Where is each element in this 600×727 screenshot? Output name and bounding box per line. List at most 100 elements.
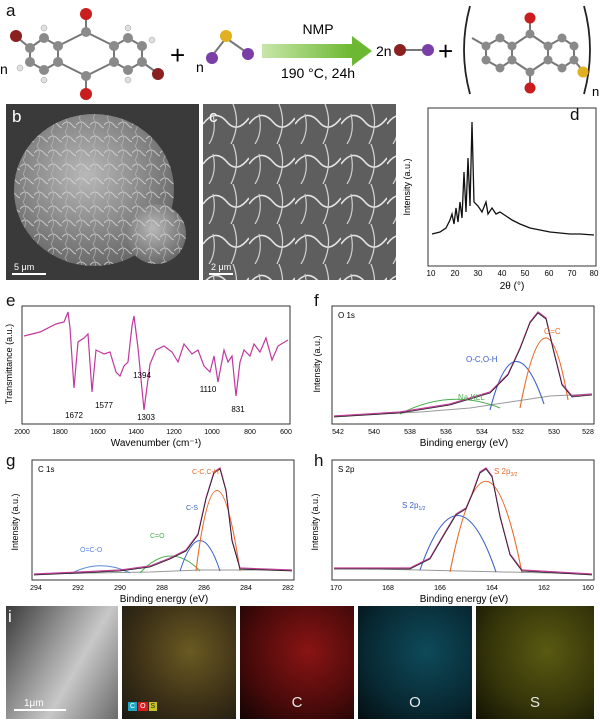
xps-c1s-svg: C 1s O=C-O C=O C-S C-C,C-H Intensity (a.…: [10, 459, 295, 605]
xps-c1s-xlabel: Binding energy (eV): [120, 594, 208, 605]
xps-o1s-xtick-534: 534: [476, 429, 488, 436]
ftir-xtick-1800: 1800: [52, 429, 68, 436]
xps-c1s-xtick-284: 284: [240, 585, 252, 592]
xrd-svg: Intensity (a.u.) 10 20 30 40 50 60 70 80…: [402, 107, 599, 292]
ftir-xtick-1400: 1400: [128, 429, 144, 436]
eds-map-label-c: C: [291, 694, 303, 711]
panel-g-xps-c1s-chart: g C 1s O=C-O C=O C-S C-C,C-H Intensity (…: [0, 450, 300, 606]
xps-o1s-xtick-528: 528: [582, 429, 594, 436]
xrd-xtick-80: 80: [590, 269, 599, 278]
eds-map-carbon: C: [240, 606, 354, 719]
eds-map-oxygen: O: [358, 606, 472, 719]
reaction-arrow: [262, 36, 372, 66]
coef-n2: n: [196, 59, 204, 75]
dichloroanthraquinone-molecule: [10, 8, 164, 100]
sodium-chloride-molecule: [394, 44, 434, 56]
panel-e-ftir-chart: e Transmittance (a.u.) 1672 1577 1394 13…: [0, 292, 300, 450]
xps-s2p-title: S 2p: [338, 465, 355, 474]
xps-o1s-svg: O 1s Na KLL O-C,O-H O=C Intensity (a.u.)…: [312, 305, 595, 449]
xps-c1s-cc-peak: [195, 489, 241, 572]
xps-s2p-frame: [331, 459, 595, 581]
plus-sign-1: +: [170, 40, 185, 70]
panel-i-eds-maps: i: [0, 600, 600, 727]
eds-map-label-o: O: [409, 694, 421, 711]
xps-o1s-xtick-538: 538: [404, 429, 416, 436]
ftir-peak-1577: 1577: [95, 401, 113, 410]
xps-o1s-label-nakll: Na KLL: [458, 393, 485, 402]
ftir-xtick-600: 600: [280, 429, 292, 436]
xps-c1s-xtick-282: 282: [282, 585, 294, 592]
xps-s2p-envelope: [334, 467, 593, 575]
panel-a-reaction-scheme: a: [0, 0, 600, 100]
xps-o1s-label-oeqc: O=C: [544, 327, 561, 336]
coef-n1: n: [0, 61, 8, 77]
sodium-sulfide-molecule: [206, 30, 254, 64]
panel-h-xps-s2p-chart: h S 2p S 2p1/2 S 2p3/2 Intensity (a.u.) …: [300, 450, 600, 606]
xps-c1s-xtick-292: 292: [72, 585, 84, 592]
ftir-xtick-2000: 2000: [14, 429, 30, 436]
xrd-xtick-30: 30: [474, 269, 483, 278]
xps-s2p-s12-peak: [419, 514, 497, 573]
xps-s2p-ylabel: Intensity (a.u.): [310, 493, 320, 550]
ftir-xtick-1200: 1200: [166, 429, 182, 436]
nanosheet-texture: [203, 104, 396, 280]
panel-label-e: e: [6, 291, 16, 310]
eds-legend-s: S: [148, 702, 158, 711]
eds-map-label-s: S: [529, 694, 540, 711]
panel-d-xrd-chart: d Intensity (a.u.) 10 20 30 40 50 60 70 …: [400, 102, 600, 292]
xps-s2p-svg: S 2p S 2p1/2 S 2p3/2 Intensity (a.u.) 17…: [310, 459, 595, 605]
xps-c1s-title: C 1s: [38, 465, 54, 474]
eds-overlay-map: C O S: [122, 606, 236, 719]
xps-c1s-frame: [31, 459, 295, 581]
xps-o1s-oeqc-peak: [519, 337, 569, 409]
xps-s2p-xtick-170: 170: [330, 585, 342, 592]
xps-o1s-oc-peak: [489, 360, 545, 411]
plus-sign-2: +: [438, 36, 453, 66]
xps-c1s-envelope: [33, 467, 293, 575]
xps-c1s-label-ceqo: C=O: [150, 533, 165, 540]
xrd-ylabel: Intensity (a.u.): [402, 158, 412, 215]
panel-c-sem-image: c 2 μm: [203, 104, 396, 280]
xps-s2p-xtick-162: 162: [538, 585, 550, 592]
ftir-xtick-1000: 1000: [204, 429, 220, 436]
xps-s2p-xlabel: Binding energy (eV): [420, 594, 508, 605]
xps-c1s-label-cc: C-C,C-H: [192, 469, 219, 476]
xps-s2p-raw-data: [334, 468, 593, 576]
ftir-peak-1672: 1672: [65, 411, 83, 420]
xps-c1s-label-cs: C-S: [186, 505, 198, 512]
xps-s2p-xtick-166: 166: [434, 585, 446, 592]
xps-s2p-xtick-164: 164: [486, 585, 498, 592]
xps-o1s-title: O 1s: [338, 311, 355, 320]
panel-label-b: b: [12, 107, 22, 126]
polymer-repeat-unit: [463, 5, 591, 95]
ftir-svg: Transmittance (a.u.) 1672 1577 1394 1303…: [4, 305, 292, 449]
xrd-xtick-40: 40: [498, 269, 507, 278]
eds-tem-image: 1μm: [6, 606, 118, 719]
arrow-top-text: NMP: [302, 21, 333, 37]
xrd-xtick-10: 10: [427, 269, 436, 278]
xps-c1s-xtick-290: 290: [114, 585, 126, 592]
xps-o1s-xtick-540: 540: [368, 429, 380, 436]
ftir-spectrum-line: [23, 311, 289, 411]
xps-o1s-frame: [331, 305, 595, 425]
xps-c1s-xtick-286: 286: [198, 585, 210, 592]
xps-s2p-xtick-160: 160: [582, 585, 594, 592]
panel-label-c: c: [209, 107, 218, 126]
xrd-xtick-20: 20: [451, 269, 460, 278]
xps-s2p-s32-peak: [449, 480, 523, 574]
xps-o1s-xtick-536: 536: [440, 429, 452, 436]
scale-text-c: 2 μm: [211, 262, 232, 272]
panel-label-i: i: [8, 607, 12, 626]
ftir-peak-1394: 1394: [133, 371, 151, 380]
ftir-peak-1303: 1303: [137, 413, 155, 422]
eds-legend-c: C: [128, 702, 138, 711]
xps-o1s-nakll-peak: [399, 398, 501, 415]
eds-scale-text: 1μm: [24, 698, 44, 709]
reaction-svg: n + n NMP 190 °C, 24h 2n +: [0, 5, 599, 100]
panel-label-h: h: [314, 451, 324, 470]
panel-f-xps-o1s-chart: f O 1s Na KLL O-C,O-H O=C Intensity (a.u…: [300, 292, 600, 450]
xrd-pattern-line: [431, 121, 595, 236]
xps-c1s-label-ococ: O=C-O: [80, 547, 103, 554]
xps-s2p-label-s32: S 2p3/2: [494, 467, 518, 478]
ftir-peak-831: 831: [231, 405, 245, 414]
